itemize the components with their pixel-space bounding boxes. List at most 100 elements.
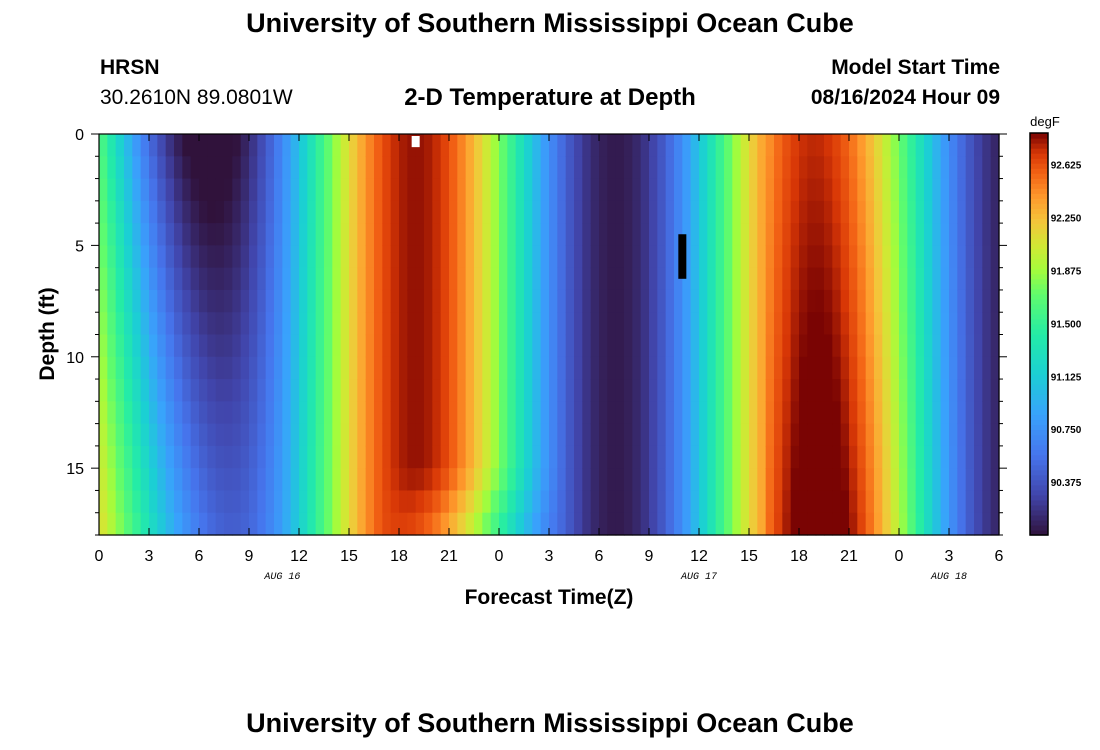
- heatmap-cell: [357, 490, 367, 514]
- heatmap-cell: [982, 223, 992, 246]
- heatmap-cell: [957, 134, 967, 157]
- heatmap-cell: [474, 312, 483, 336]
- heatmap-cell: [165, 134, 175, 157]
- x-tick-label: 12: [290, 548, 308, 565]
- heatmap-cell: [915, 468, 925, 492]
- heatmap-cell: [490, 245, 500, 269]
- heatmap-cell: [424, 334, 433, 358]
- heatmap-cell: [724, 267, 733, 291]
- heatmap-cell: [957, 267, 967, 291]
- heatmap-cell: [932, 312, 942, 336]
- heatmap-cell: [407, 245, 417, 269]
- heatmap-cell: [257, 289, 267, 313]
- heatmap-cell: [140, 379, 150, 402]
- heatmap-cell: [515, 401, 525, 425]
- heatmap-cell: [299, 401, 308, 425]
- heatmap-cell: [449, 245, 458, 269]
- heatmap-cell: [965, 401, 975, 425]
- heatmap-cell: [265, 468, 275, 492]
- heatmap-cell: [849, 134, 858, 157]
- heatmap-cell: [924, 423, 933, 447]
- heatmap-cell: [532, 445, 542, 469]
- heatmap-cell: [257, 445, 267, 469]
- heatmap-cell: [757, 445, 767, 469]
- heatmap-cell: [257, 178, 267, 202]
- x-tick-label: 0: [895, 548, 904, 565]
- heatmap-cell: [932, 267, 942, 291]
- heatmap-cell: [890, 334, 900, 358]
- heatmap-cell: [107, 156, 117, 180]
- heatmap-cell: [215, 490, 225, 514]
- heatmap-cell: [515, 223, 525, 246]
- heatmap-cell: [790, 445, 800, 469]
- heatmap-cell: [482, 512, 492, 536]
- heatmap-cell: [865, 223, 875, 246]
- heatmap-cell: [815, 445, 825, 469]
- heatmap-cell: [340, 134, 350, 157]
- heatmap-cell: [115, 223, 125, 246]
- heatmap-cell: [957, 156, 967, 180]
- heatmap-cell: [699, 223, 708, 246]
- heatmap-cell: [965, 289, 975, 313]
- heatmap-cell: [540, 490, 550, 514]
- heatmap-cell: [890, 445, 900, 469]
- heatmap-cell: [707, 178, 717, 202]
- heatmap-cell: [274, 200, 283, 224]
- heatmap-cell: [424, 134, 433, 157]
- heatmap-cell: [974, 200, 983, 224]
- heatmap-cell: [549, 312, 558, 336]
- heatmap-cell: [199, 401, 208, 425]
- heatmap-cell: [599, 401, 608, 425]
- heatmap-cell: [565, 312, 575, 336]
- heatmap-cell: [724, 468, 733, 492]
- heatmap-cell: [182, 334, 192, 358]
- heatmap-cell: [874, 445, 883, 469]
- heatmap-cell: [549, 468, 558, 492]
- heatmap-cell: [965, 156, 975, 180]
- heatmap-cell: [557, 267, 567, 291]
- heatmap-cell: [899, 490, 908, 514]
- heatmap-cell: [399, 401, 408, 425]
- heatmap-cell: [374, 312, 383, 336]
- heatmap-cell: [890, 178, 900, 202]
- heatmap-cell: [924, 379, 933, 402]
- heatmap-cell: [565, 512, 575, 536]
- heatmap-cell: [732, 334, 742, 358]
- heatmap-cell: [757, 200, 767, 224]
- heatmap-cell: [565, 223, 575, 246]
- heatmap-cell: [874, 490, 883, 514]
- heatmap-cell: [524, 445, 533, 469]
- heatmap-cell: [924, 512, 933, 536]
- heatmap-cell: [315, 401, 325, 425]
- heatmap-cell: [432, 334, 442, 358]
- colorbar-segment: [1030, 238, 1048, 245]
- heatmap-cell: [624, 490, 633, 514]
- heatmap-cell: [799, 267, 808, 291]
- colorbar-tick-label: 91.500: [1051, 319, 1082, 330]
- heatmap-cell: [257, 490, 267, 514]
- heatmap-cell: [882, 312, 892, 336]
- colorbar-segment: [1030, 459, 1048, 466]
- heatmap-cell: [540, 445, 550, 469]
- heatmap-cell: [282, 445, 292, 469]
- heatmap-cell: [240, 401, 250, 425]
- heatmap-cell: [357, 445, 367, 469]
- heatmap-cell: [265, 356, 275, 380]
- heatmap-cell: [740, 334, 750, 358]
- heatmap-cell: [774, 267, 783, 291]
- heatmap-cell: [799, 312, 808, 336]
- heatmap-cell: [290, 468, 300, 492]
- heatmap-cell: [340, 289, 350, 313]
- heatmap-cell: [174, 423, 183, 447]
- heatmap-cell: [382, 445, 392, 469]
- heatmap-cell: [99, 334, 108, 358]
- heatmap-cell: [357, 423, 367, 447]
- heatmap-cell: [332, 156, 342, 180]
- colorbar-segment: [1030, 323, 1048, 330]
- heatmap-cell: [882, 512, 892, 536]
- heatmap-cell: [157, 223, 167, 246]
- heatmap-cell: [232, 245, 242, 269]
- heatmap-cell: [457, 401, 467, 425]
- heatmap-cell: [399, 468, 408, 492]
- heatmap-cell: [324, 134, 333, 157]
